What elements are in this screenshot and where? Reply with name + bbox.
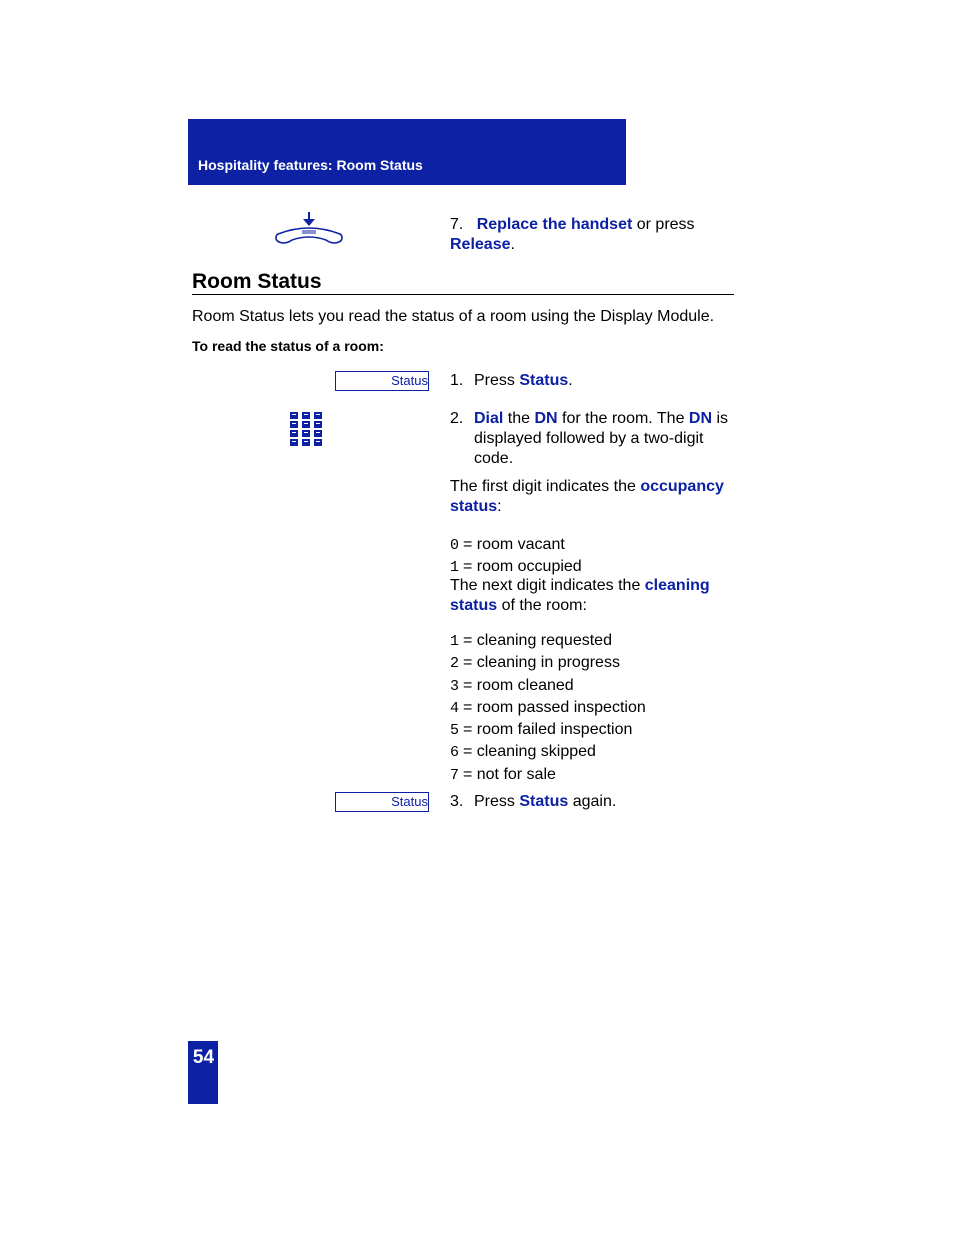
header-title: Hospitality features: Room Status	[198, 157, 423, 173]
release-term: Release	[450, 236, 511, 253]
clean-code-6: 6 = cleaning skipped	[450, 741, 740, 763]
section-intro: Room Status lets you read the status of …	[192, 308, 734, 326]
step-2-dn2: DN	[689, 410, 712, 427]
clean-code-4: 4 = room passed inspection	[450, 697, 740, 719]
cleaning-codes: 1 = cleaning requested 2 = cleaning in p…	[450, 630, 740, 786]
clean-text-2: = cleaning in progress	[459, 654, 620, 671]
digit: 7	[450, 767, 459, 784]
step-3-suffix: again.	[568, 793, 616, 810]
clean-text-6: = cleaning skipped	[459, 743, 596, 760]
occupancy-codes: 0 = room vacant 1 = room occupied	[450, 534, 740, 579]
occ-code-0: 0 = room vacant	[450, 534, 740, 556]
replace-handset-term: Replace the handset	[477, 216, 633, 233]
step-7-text: 7. Replace the handset or press Release.	[450, 215, 740, 255]
status-softkey: Status	[335, 792, 429, 812]
clean-text-1: = cleaning requested	[459, 632, 612, 649]
step-7-end: .	[511, 236, 515, 253]
status-softkey: Status	[335, 371, 429, 391]
digit: 1	[450, 559, 459, 576]
digit: 0	[450, 537, 459, 554]
step-1-prefix: Press	[474, 372, 519, 389]
step-2-dn1: DN	[534, 410, 557, 427]
left-col-status-1: Status	[259, 371, 429, 391]
step-7-number: 7.	[450, 216, 463, 233]
step-1-number: 1.	[450, 371, 474, 391]
cleaning-intro: The next digit indicates the cleaning st…	[450, 576, 740, 616]
digit: 6	[450, 744, 459, 761]
section-title: Room Status	[192, 270, 322, 294]
section-rule	[192, 294, 734, 295]
clean-code-1: 1 = cleaning requested	[450, 630, 740, 652]
step-3-number: 3.	[450, 792, 474, 812]
step-3-term: Status	[519, 793, 568, 810]
clean-text-3: = room cleaned	[459, 677, 574, 694]
step-1-term: Status	[519, 372, 568, 389]
clean-intro-c: of the room:	[497, 597, 587, 614]
step-3-prefix: Press	[474, 793, 519, 810]
digit: 1	[450, 633, 459, 650]
step-2-b: the	[503, 410, 534, 427]
page-number: 54	[190, 1047, 217, 1069]
keypad-icon	[288, 411, 326, 454]
page: Hospitality features: Room Status 7. Rep…	[0, 0, 954, 1235]
occ-text-1: = room occupied	[459, 558, 582, 575]
clean-text-4: = room passed inspection	[459, 699, 646, 716]
step-2-dial: Dial	[474, 410, 503, 427]
clean-code-2: 2 = cleaning in progress	[450, 652, 740, 674]
step-1-row: 1.Press Status.	[450, 371, 740, 391]
digit: 4	[450, 700, 459, 717]
step-2-d: for the room. The	[558, 410, 689, 427]
handset-replace-icon	[270, 210, 348, 251]
step-3-row: 3.Press Status again.	[450, 792, 740, 812]
left-col-status-2: Status	[259, 792, 429, 812]
occ-intro-a: The first digit indicates the	[450, 478, 640, 495]
header-bar: Hospitality features: Room Status	[188, 119, 626, 185]
step-7-mid: or press	[632, 216, 694, 233]
occ-text-0: = room vacant	[459, 536, 565, 553]
clean-code-7: 7 = not for sale	[450, 764, 740, 786]
digit: 5	[450, 722, 459, 739]
digit: 2	[450, 655, 459, 672]
step-2-number: 2.	[450, 409, 474, 469]
clean-text-5: = room failed inspection	[459, 721, 633, 738]
clean-text-7: = not for sale	[459, 766, 556, 783]
occupancy-intro: The first digit indicates the occupancy …	[450, 477, 740, 517]
clean-intro-a: The next digit indicates the	[450, 577, 645, 594]
clean-code-5: 5 = room failed inspection	[450, 719, 740, 741]
section-subhead: To read the status of a room:	[192, 338, 384, 354]
clean-code-3: 3 = room cleaned	[450, 675, 740, 697]
digit: 3	[450, 678, 459, 695]
step-2-row: 2. Dial the DN for the room. The DN is d…	[450, 409, 740, 469]
step-1-suffix: .	[568, 372, 572, 389]
occ-intro-c: :	[497, 498, 501, 515]
